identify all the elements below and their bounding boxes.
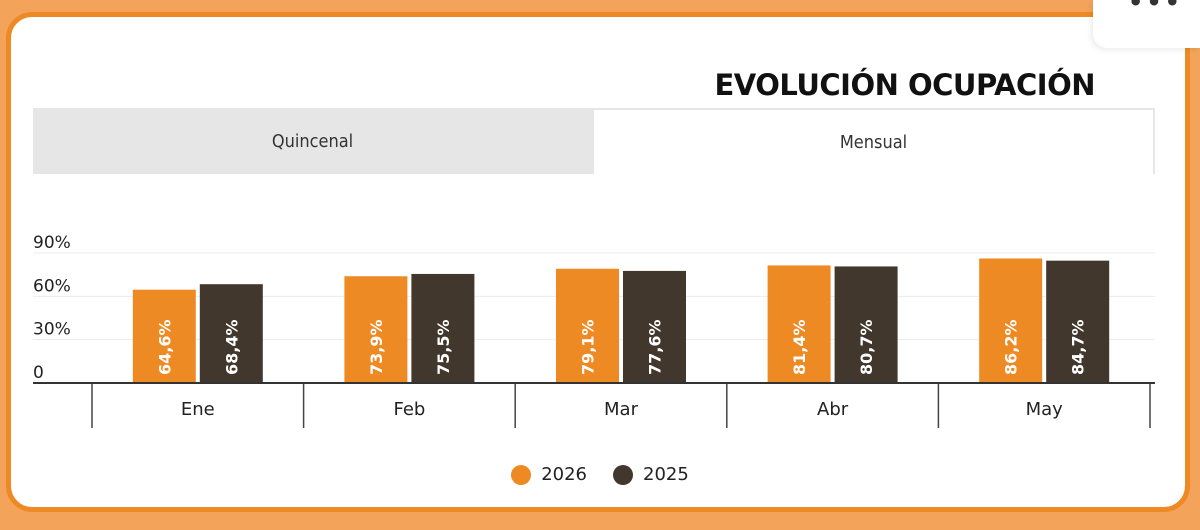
bar-2025-feb bbox=[411, 273, 475, 383]
legend-item-2026[interactable]: 2026 bbox=[511, 464, 587, 485]
x-tick-label: Feb bbox=[393, 399, 425, 420]
y-tick-label: 90% bbox=[33, 233, 71, 253]
bar-data-label: 84,7% bbox=[1069, 319, 1088, 375]
bar-data-label: 64,6% bbox=[155, 319, 174, 375]
tab-quincenal[interactable]: Quincenal bbox=[33, 108, 592, 174]
legend-swatch-2025 bbox=[613, 464, 633, 485]
tab-mensual[interactable]: Mensual bbox=[592, 108, 1155, 174]
x-tick-label: Abr bbox=[817, 399, 849, 420]
bar-data-label: 86,2% bbox=[1002, 319, 1021, 375]
y-tick-label: 60% bbox=[33, 276, 71, 296]
bar-data-label: 73,9% bbox=[367, 319, 386, 375]
bar-2026-abr bbox=[767, 265, 831, 383]
bar-data-label: 81,4% bbox=[790, 319, 809, 375]
y-tick-label: 0 bbox=[33, 363, 44, 383]
x-tick-label: Ene bbox=[181, 399, 215, 420]
legend-label-2026: 2026 bbox=[541, 464, 587, 485]
bar-data-label: 75,5% bbox=[434, 319, 453, 375]
legend-item-2025[interactable]: 2025 bbox=[613, 464, 689, 485]
bar-2026-mar bbox=[556, 268, 619, 383]
bar-2025-may bbox=[1046, 260, 1110, 383]
legend-swatch-2026 bbox=[511, 464, 532, 485]
bar-data-label: 77,6% bbox=[646, 319, 665, 375]
chart-legend: 2026 2025 bbox=[0, 464, 1200, 485]
bar-data-label: 79,1% bbox=[579, 319, 598, 375]
more-options-button[interactable]: ••• bbox=[1093, 0, 1200, 48]
period-tabs: Quincenal Mensual bbox=[33, 108, 1155, 174]
chart-title: EVOLUCIÓN OCUPACIÓN bbox=[714, 68, 1096, 102]
bar-2026-ene bbox=[132, 289, 196, 383]
x-tick-label: Mar bbox=[604, 399, 639, 420]
bar-2026-may bbox=[979, 258, 1043, 383]
bar-2026-feb bbox=[344, 276, 408, 383]
bar-data-label: 68,4% bbox=[222, 319, 241, 375]
bar-2025-ene bbox=[199, 284, 263, 383]
legend-label-2025: 2025 bbox=[643, 464, 689, 485]
bar-2025-abr bbox=[834, 266, 898, 383]
y-tick-label: 30% bbox=[33, 320, 71, 340]
bar-2025-mar bbox=[623, 270, 686, 383]
bar-data-label: 80,7% bbox=[857, 319, 876, 375]
x-tick-label: May bbox=[1026, 399, 1064, 420]
